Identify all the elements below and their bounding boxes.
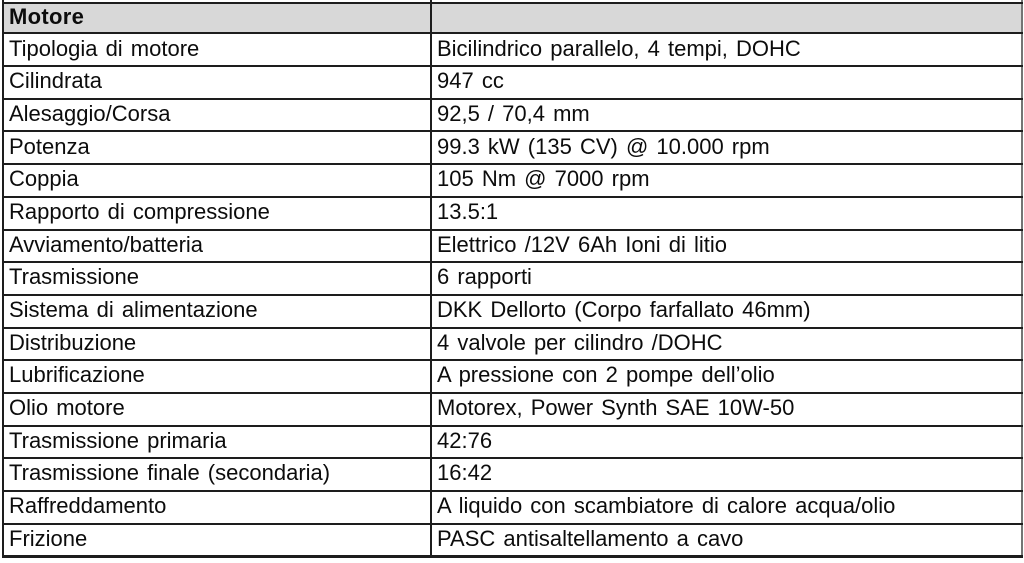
spec-label-cell: Trasmissione finale (secondaria) xyxy=(2,457,432,493)
table-row: Trasmissione finale (secondaria) 16:42 xyxy=(2,457,1023,493)
table-row: Sistema di alimentazione DKK Dellorto (C… xyxy=(2,293,1023,329)
spec-value-cell: A pressione con 2 pompe dell’olio xyxy=(430,359,1023,394)
spec-label-cell: Cilindrata xyxy=(2,65,432,100)
spec-label-cell: Raffreddamento xyxy=(2,490,432,525)
table-row: Distribuzione 4 valvole per cilindro /DO… xyxy=(2,326,1023,362)
section-header-row: Motore xyxy=(2,1,1023,35)
spec-label-cell: Sistema di alimentazione xyxy=(2,293,432,329)
table-row: Cilindrata 947 cc xyxy=(2,65,1023,100)
spec-label-cell: Frizione xyxy=(2,522,432,558)
section-header-spacer-cell xyxy=(430,1,1023,35)
spec-value-cell: 105 Nm @ 7000 rpm xyxy=(430,163,1023,198)
cropped-row xyxy=(2,0,1023,4)
table-row: Trasmissione primaria 42:76 xyxy=(2,424,1023,460)
spec-value-cell: 6 rapporti xyxy=(430,261,1023,296)
table-row: Olio motore Motorex, Power Synth SAE 10W… xyxy=(2,391,1023,427)
spec-value-cell: Motorex, Power Synth SAE 10W-50 xyxy=(430,391,1023,427)
spec-value-cell: PASC antisaltellamento a cavo xyxy=(430,522,1023,558)
spec-value-cell: 4 valvole per cilindro /DOHC xyxy=(430,326,1023,362)
spec-label-cell: Rapporto di compressione xyxy=(2,195,432,231)
table-row: Potenza 99.3 kW (135 CV) @ 10.000 rpm xyxy=(2,130,1023,166)
spec-value-cell: Bicilindrico parallelo, 4 tempi, DOHC xyxy=(430,32,1023,68)
spec-label-cell: Avviamento/batteria xyxy=(2,228,432,264)
spec-value-cell: 92,5 / 70,4 mm xyxy=(430,97,1023,133)
table-row: Lubrificazione A pressione con 2 pompe d… xyxy=(2,359,1023,394)
table-row: Trasmissione 6 rapporti xyxy=(2,261,1023,296)
table-row: Tipologia di motore Bicilindrico paralle… xyxy=(2,32,1023,68)
spec-label-cell: Potenza xyxy=(2,130,432,166)
section-header-title: Motore xyxy=(2,1,432,35)
table-row: Rapporto di compressione 13.5:1 xyxy=(2,195,1023,231)
spec-label-cell: Trasmissione primaria xyxy=(2,424,432,460)
cropped-label-cell xyxy=(2,0,432,4)
spec-label-cell: Tipologia di motore xyxy=(2,32,432,68)
cropped-value-cell xyxy=(430,0,1023,4)
spec-label-cell: Alesaggio/Corsa xyxy=(2,97,432,133)
spec-value-cell: Elettrico /12V 6Ah Ioni di litio xyxy=(430,228,1023,264)
spec-label-cell: Trasmissione xyxy=(2,261,432,296)
table-row: Coppia 105 Nm @ 7000 rpm xyxy=(2,163,1023,198)
table-row: Frizione PASC antisaltellamento a cavo xyxy=(2,522,1023,558)
spec-value-cell: 947 cc xyxy=(430,65,1023,100)
table-row: Alesaggio/Corsa 92,5 / 70,4 mm xyxy=(2,97,1023,133)
spec-value-cell: 13.5:1 xyxy=(430,195,1023,231)
spec-value-cell: A liquido con scambiatore di calore acqu… xyxy=(430,490,1023,525)
spec-value-cell: 42:76 xyxy=(430,424,1023,460)
spec-label-cell: Olio motore xyxy=(2,391,432,427)
table-row: Avviamento/batteria Elettrico /12V 6Ah I… xyxy=(2,228,1023,264)
spec-value-cell: 16:42 xyxy=(430,457,1023,493)
spec-value-cell: DKK Dellorto (Corpo farfallato 46mm) xyxy=(430,293,1023,329)
spec-label-cell: Coppia xyxy=(2,163,432,198)
spec-label-cell: Distribuzione xyxy=(2,326,432,362)
spec-value-cell: 99.3 kW (135 CV) @ 10.000 rpm xyxy=(430,130,1023,166)
table-row: Raffreddamento A liquido con scambiatore… xyxy=(2,490,1023,525)
spec-label-cell: Lubrificazione xyxy=(2,359,432,394)
